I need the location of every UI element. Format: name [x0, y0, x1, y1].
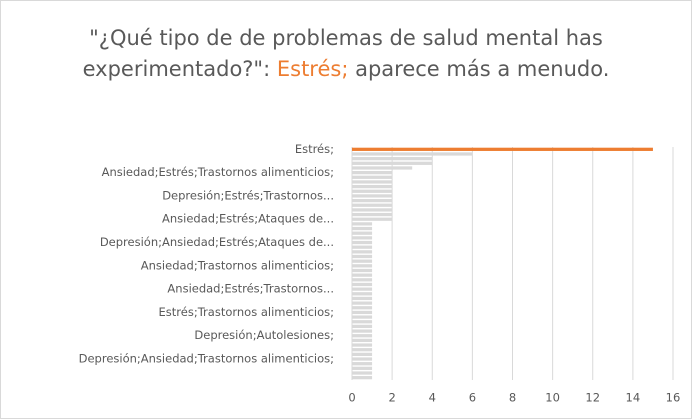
bar [352, 268, 373, 273]
bar [352, 264, 373, 268]
bar [352, 287, 373, 291]
bar [352, 184, 393, 189]
bar [352, 296, 373, 301]
bar [352, 315, 373, 319]
bar [352, 343, 373, 347]
bar [352, 254, 373, 259]
bar [352, 310, 373, 315]
x-tick-label: 10 [545, 391, 560, 405]
bar [352, 371, 373, 375]
x-tick-label: 6 [469, 391, 476, 405]
x-tick-label: 16 [666, 391, 681, 405]
bar [352, 161, 433, 165]
bar [352, 306, 373, 310]
bar [352, 352, 373, 357]
bar [352, 198, 393, 203]
x-tick-label: 14 [626, 391, 641, 405]
bar [352, 334, 373, 338]
bar [352, 147, 653, 151]
bar [352, 222, 373, 226]
bar [352, 152, 473, 156]
bar [352, 273, 373, 277]
bar [352, 362, 373, 366]
bar [352, 226, 373, 231]
chart-title: "¿Qué tipo de de problemas de salud ment… [61, 23, 631, 85]
bar [352, 217, 393, 221]
bar [352, 180, 393, 184]
x-tick-label: 12 [585, 391, 600, 405]
y-tick-label: Ansiedad;Estrés;Ataques de... [162, 212, 334, 226]
x-tick-label: 4 [429, 391, 436, 405]
bar [352, 357, 373, 361]
bar [352, 245, 373, 249]
bar [352, 292, 373, 296]
title-highlight: Estrés; [276, 57, 349, 81]
bar [352, 320, 373, 324]
bar [352, 282, 373, 287]
y-tick-label: Depresión;Ansiedad;Trastornos alimentici… [79, 352, 334, 366]
bar [352, 250, 373, 254]
bar [352, 278, 373, 282]
y-tick-label: Ansiedad;Trastornos alimenticios; [141, 258, 334, 272]
bar [352, 157, 433, 161]
bar [352, 194, 393, 198]
y-tick-label: Estrés;Trastornos alimenticios; [159, 305, 334, 319]
bar [352, 301, 373, 305]
bar [352, 170, 393, 175]
bar [352, 212, 393, 217]
bar [352, 376, 373, 380]
title-part: aparece más a menudo. [348, 57, 610, 81]
bar [352, 366, 373, 370]
x-tick-label: 2 [388, 391, 395, 405]
y-tick-label: Ansiedad;Estrés;Trastornos alimenticios; [102, 165, 334, 179]
bar [352, 175, 393, 179]
y-tick-label: Estrés; [295, 142, 334, 156]
bar [352, 338, 373, 343]
y-tick-label: Depresión;Autolesiones; [194, 328, 334, 342]
bar [352, 166, 413, 170]
bar [352, 236, 373, 240]
bar [352, 240, 373, 245]
x-tick-label: 0 [348, 391, 355, 405]
y-tick-label: Ansiedad;Estrés;Trastornos... [167, 282, 334, 296]
bar [352, 231, 373, 235]
bar [352, 203, 393, 207]
bar [352, 259, 373, 263]
y-tick-label: Depresión;Ansiedad;Estrés;Ataques de... [100, 235, 334, 249]
x-tick-label: 8 [509, 391, 516, 405]
bar [352, 208, 393, 212]
title-part: "¿Qué tipo de de problemas de salud ment… [82, 26, 603, 81]
bar [352, 348, 373, 352]
y-tick-label: Depresión;Estrés;Trastornos... [162, 188, 334, 202]
bar [352, 329, 373, 333]
bar [352, 324, 373, 329]
bar [352, 189, 393, 193]
